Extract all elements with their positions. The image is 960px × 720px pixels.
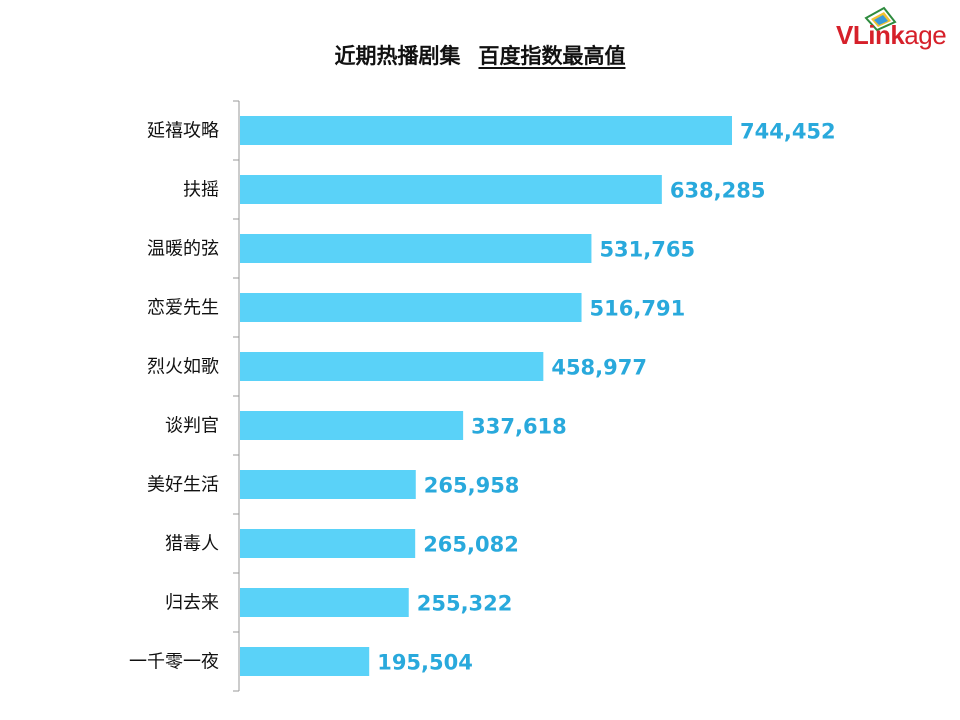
chart-title-sub: 百度指数最高值 (478, 44, 626, 68)
bar (240, 352, 544, 381)
value-label: 265,958 (424, 474, 520, 498)
bar (240, 470, 416, 499)
bar (240, 529, 416, 558)
bar (240, 293, 582, 322)
category-label: 恋爱先生 (147, 297, 219, 319)
value-label: 265,082 (423, 533, 519, 557)
logo-mark-icon (864, 6, 897, 32)
value-label: 255,322 (417, 592, 513, 616)
category-label: 谈判官 (165, 416, 219, 437)
category-label: 延禧攻略 (147, 121, 219, 142)
bar (240, 234, 592, 263)
category-label: 猎毒人 (165, 534, 219, 555)
logo-text: VLinkage (836, 20, 947, 51)
chart-title-main: 近期热播剧集 (334, 44, 461, 68)
value-label: 195,504 (377, 651, 473, 675)
value-label: 516,791 (590, 297, 686, 321)
vlinkage-logo: VLinkage (836, 6, 958, 52)
category-label: 温暖的弦 (147, 239, 219, 260)
logo-text-main: VLink (836, 20, 905, 50)
category-label: 美好生活 (147, 475, 219, 496)
category-label: 一千零一夜 (129, 652, 219, 673)
value-label: 337,618 (471, 415, 567, 439)
category-label: 扶摇 (183, 180, 219, 201)
logo-text-tail: age (904, 20, 947, 50)
value-label: 531,765 (599, 238, 695, 262)
bar (240, 175, 662, 204)
value-label: 458,977 (551, 356, 647, 380)
value-label: 638,285 (670, 179, 766, 203)
category-label: 烈火如歌 (147, 357, 219, 378)
bar (240, 116, 732, 145)
bar (240, 647, 370, 676)
bar (240, 588, 409, 617)
category-label: 归去来 (165, 593, 219, 614)
bar (240, 411, 464, 440)
chart-title: 近期热播剧集 百度指数最高值 (0, 40, 960, 70)
value-label: 744,452 (740, 120, 836, 144)
